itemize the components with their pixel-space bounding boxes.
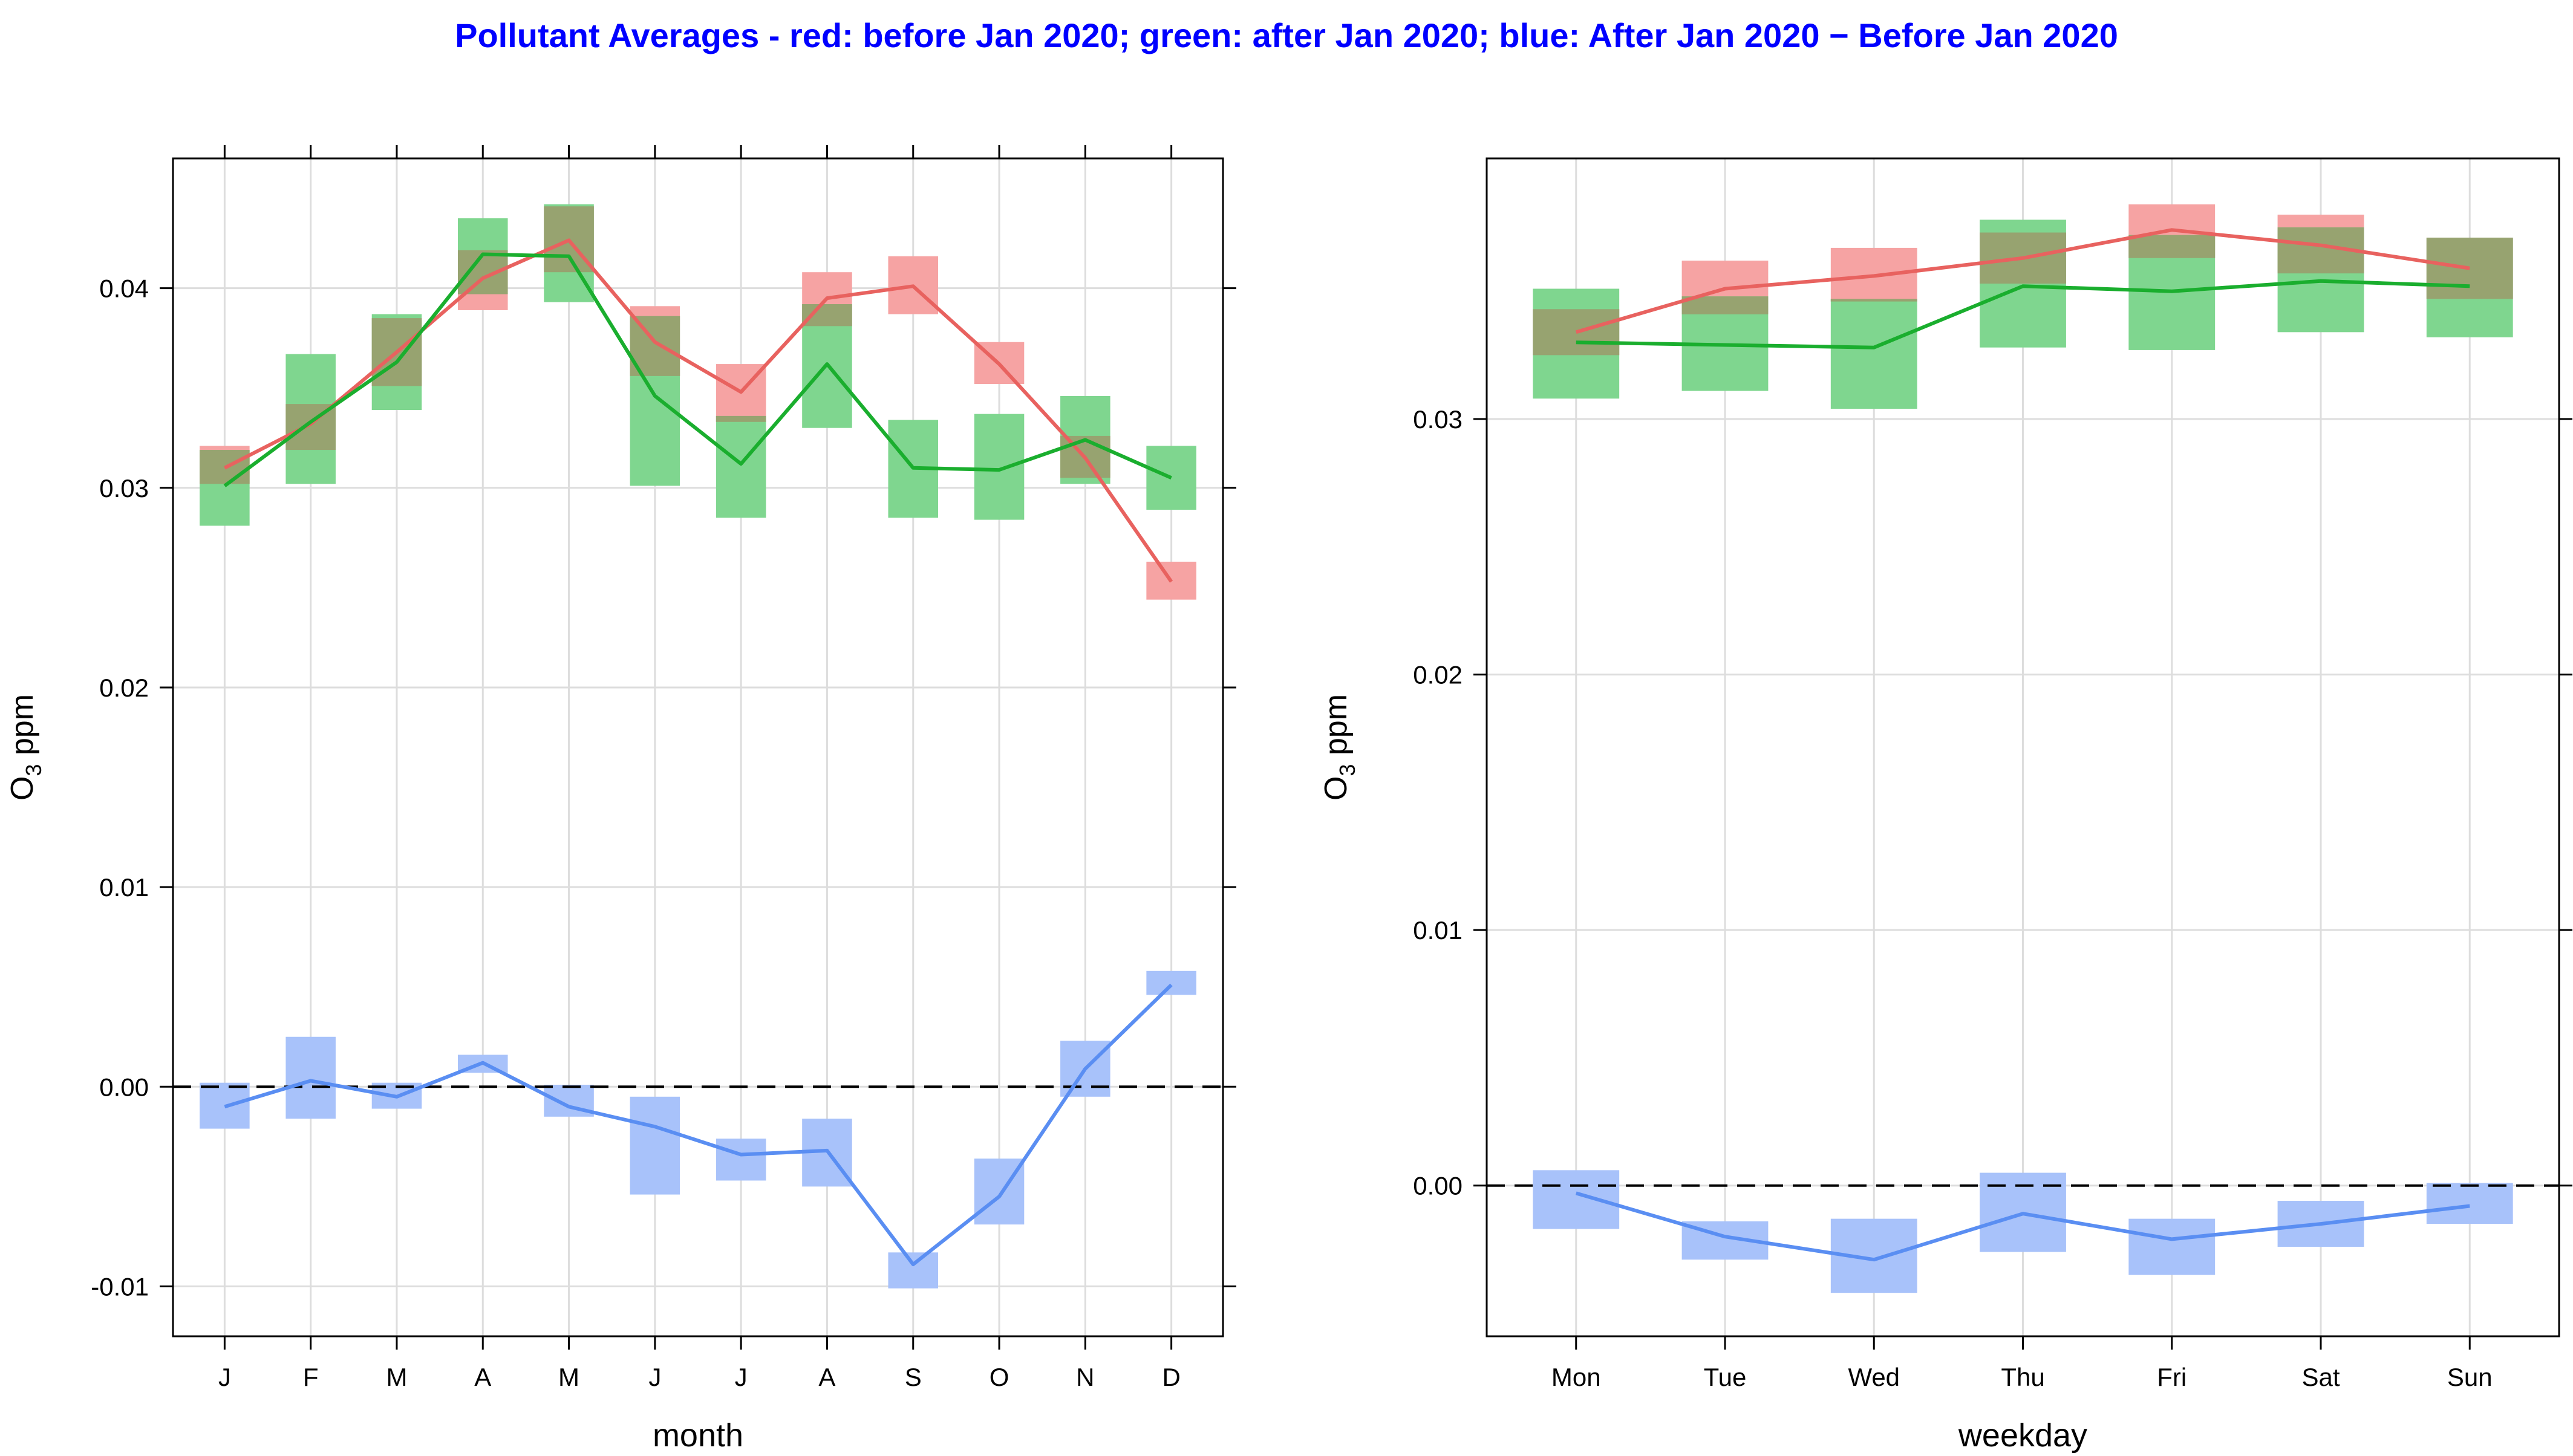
diff-band [2426,1183,2513,1224]
y-tick-label: 0.03 [1413,405,1463,434]
overlap-band [2128,235,2216,258]
y-axis-label-base: O [1319,776,1354,801]
after-band [716,415,766,518]
diff-band [1533,1170,1620,1229]
after-line [223,252,1172,487]
y-axis-label-subscript: 3 [21,764,46,776]
overlap-band [1681,296,1769,314]
y-axis-label-subscript: 3 [1335,764,1360,776]
diff-band [1146,970,1196,995]
after-band [974,414,1025,520]
y-axis-label: O3 ppm [5,694,46,801]
x-tick-label: Sat [2301,1363,2340,1391]
y-tick-label: 0.00 [1413,1172,1463,1200]
x-tick-label: N [1076,1363,1094,1391]
x-tick-label: J [648,1363,661,1391]
x-axis-label: weekday [1958,1417,2087,1454]
overlap-band [716,415,766,422]
y-axis-label-unit: ppm [1319,694,1354,764]
x-tick-label: Thu [2001,1363,2044,1391]
x-tick-label: M [386,1363,407,1391]
y-axis-label-unit: ppm [5,694,40,764]
x-tick-label: Wed [1848,1363,1900,1391]
x-axis-label: month [653,1417,743,1454]
x-tick-label: J [218,1363,231,1391]
overlap-band [1830,299,1917,302]
y-tick-label: 0.01 [1413,916,1463,944]
diff-band [630,1096,680,1195]
x-tick-label: Sun [2447,1363,2493,1391]
before-line [1575,228,2470,334]
y-tick-label: -0.01 [91,1272,149,1301]
diff-band [285,1036,336,1119]
x-tick-label: F [303,1363,319,1391]
after-band [1830,299,1917,409]
after-line [1576,279,2470,349]
x-tick-label: A [818,1363,835,1391]
x-tick-label: O [990,1363,1009,1391]
y-axis-label: O3 ppm [1319,694,1360,801]
x-tick-label: M [558,1363,579,1391]
y-tick-label: 0.02 [99,674,149,702]
diff-band [2128,1218,2216,1275]
diff-line [224,983,1173,1267]
diff-band [888,1252,939,1289]
y-tick-label: 0.03 [99,474,149,502]
y-tick-label: 0.04 [99,275,149,303]
month-panel: J F M A M J J A S O N D -0.01 0.00 0.01 0.02 0.03 0.04 mon… [5,145,1236,1454]
after-band [1146,446,1196,510]
before-line [224,238,1173,583]
y-tick-label: 0.02 [1413,661,1463,689]
x-tick-label: J [735,1363,748,1391]
x-tick-label: Mon [1551,1363,1601,1391]
diff-band [716,1139,766,1181]
x-tick-label: D [1162,1363,1180,1391]
overlap-band [1533,309,1620,356]
y-axis-label-base: O [5,776,40,801]
y-tick-label: 0.00 [99,1073,149,1101]
chart-title: Pollutant Averages - red: before Jan 202… [455,16,2118,54]
plot-frame [172,157,1224,1337]
diff-line [1575,1191,2470,1262]
x-tick-label: Fri [2157,1363,2187,1391]
weekday-panel: Mon Tue Wed Thu Fri Sat Sun 0.00 0.01 0.02 0.03 wee… [1319,157,2572,1454]
x-tick-label: S [905,1363,922,1391]
x-tick-label: A [474,1363,491,1391]
x-tick-label: Tue [1704,1363,1747,1391]
y-tick-label: 0.01 [99,873,149,902]
